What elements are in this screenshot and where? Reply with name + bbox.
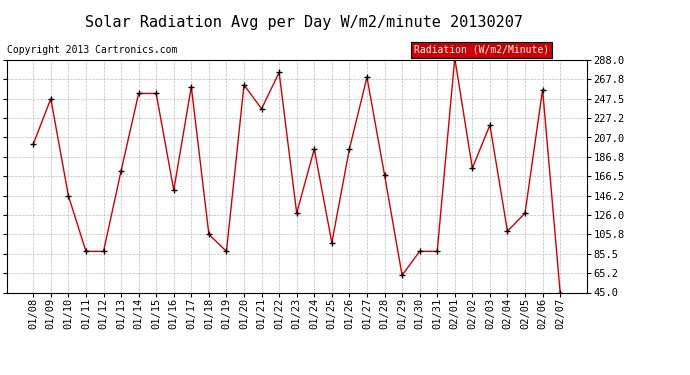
Text: Copyright 2013 Cartronics.com: Copyright 2013 Cartronics.com (7, 45, 177, 55)
Text: Solar Radiation Avg per Day W/m2/minute 20130207: Solar Radiation Avg per Day W/m2/minute … (85, 15, 522, 30)
Text: Radiation (W/m2/Minute): Radiation (W/m2/Minute) (414, 45, 549, 55)
